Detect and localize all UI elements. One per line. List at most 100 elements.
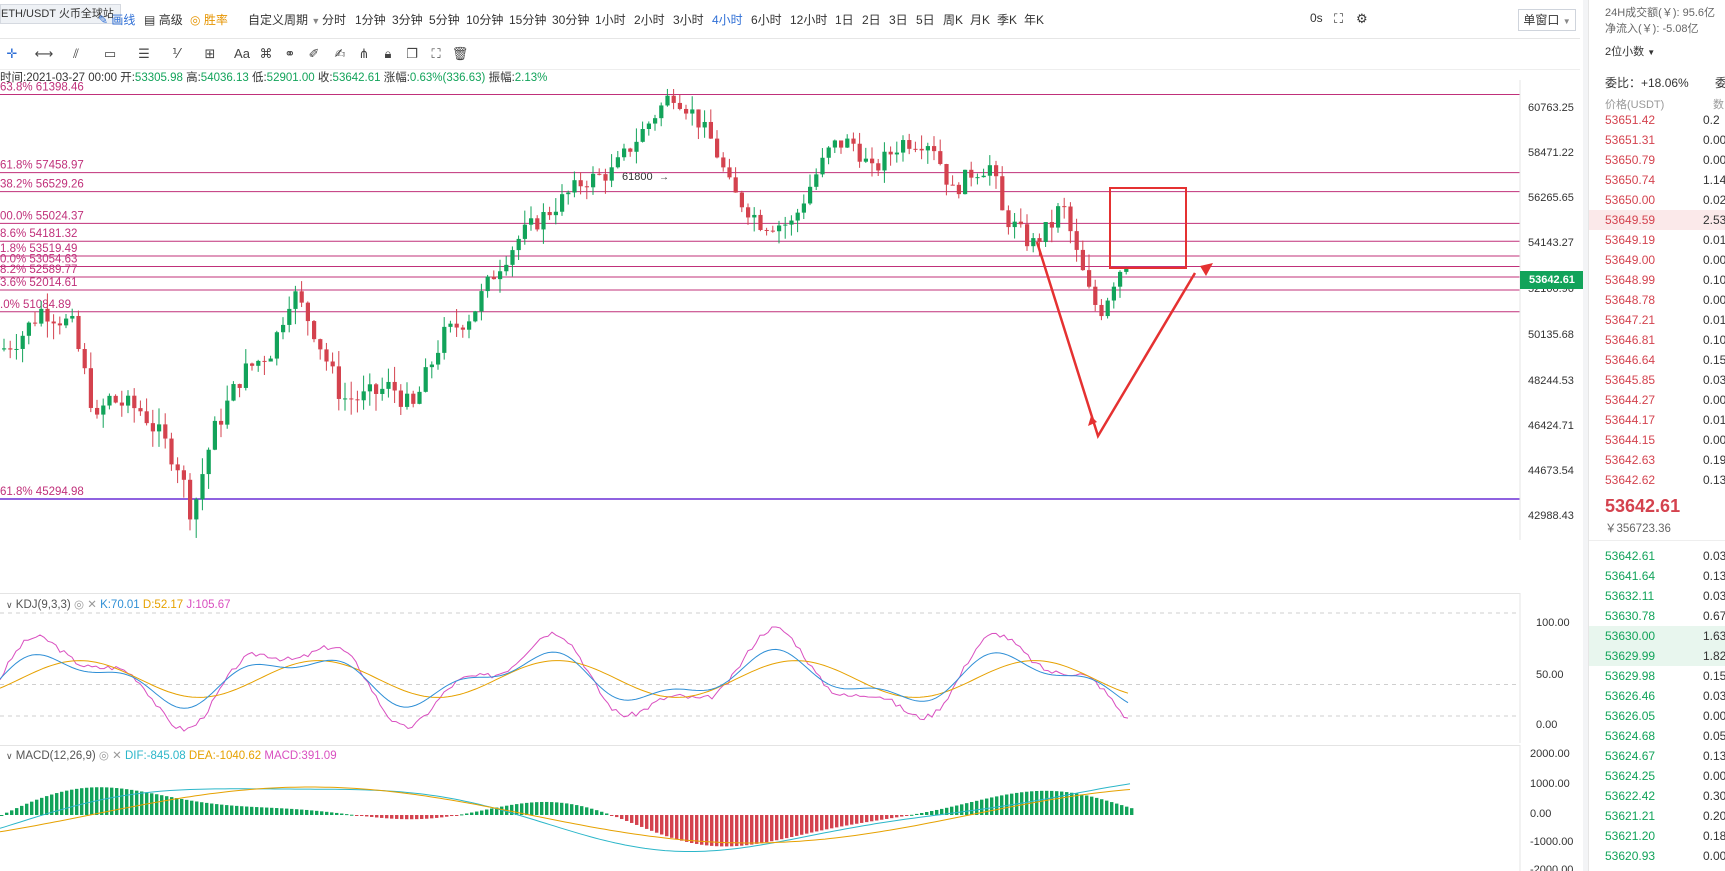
custom-period-dropdown[interactable]: 自定义周期 ▼ xyxy=(248,11,320,28)
price-chart[interactable]: 63.8% 61398.46 61.8% 57458.97 38.2% 56529.… xyxy=(0,80,1583,540)
period-tab[interactable]: 15分钟 xyxy=(509,13,547,27)
ask-row[interactable]: 53650.00 0.02 xyxy=(1589,190,1725,210)
fib-icon[interactable]: ⅟ xyxy=(172,46,180,61)
candle-body xyxy=(653,118,658,124)
bid-row[interactable]: 53624.25 0.00 xyxy=(1589,766,1725,786)
text-tool-icon[interactable]: Aa xyxy=(234,46,250,61)
period-tab[interactable]: 4小时 xyxy=(712,13,743,27)
bid-row[interactable]: 53641.64 0.13 xyxy=(1589,566,1725,586)
measure-icon[interactable]: ⊞ xyxy=(204,46,216,61)
candle-body xyxy=(944,164,949,185)
bid-row[interactable]: 53626.05 0.00 xyxy=(1589,706,1725,726)
rectangle-icon[interactable]: ▭ xyxy=(103,46,117,61)
parallel-channel-icon[interactable]: ☰ xyxy=(138,46,150,61)
user-drawings[interactable] xyxy=(1035,187,1213,440)
period-tab[interactable]: 5分钟 xyxy=(429,13,460,27)
macd-bar xyxy=(750,815,754,845)
period-tab[interactable]: 3日 xyxy=(889,13,908,27)
ask-row[interactable]: 53649.59 2.53 xyxy=(1589,210,1725,230)
magnet-icon[interactable]: ⋔ xyxy=(358,46,370,61)
screenshot-icon[interactable]: ⛶ xyxy=(431,46,441,61)
ask-row[interactable]: 53644.17 0.01 xyxy=(1589,410,1725,430)
ask-row[interactable]: 53644.27 0.00 xyxy=(1589,390,1725,410)
period-tab[interactable]: 1分钟 xyxy=(355,13,386,27)
bid-row[interactable]: 53620.93 0.00 xyxy=(1589,846,1725,866)
bid-row[interactable]: 53629.98 0.15 xyxy=(1589,666,1725,686)
period-tab[interactable]: 季K xyxy=(997,13,1018,27)
trash-icon[interactable]: 🗑︎ xyxy=(451,46,469,61)
window-mode-select[interactable]: 单窗口 ▼ xyxy=(1518,9,1576,31)
period-tab[interactable]: 6小时 xyxy=(751,13,782,27)
ask-row[interactable]: 53642.63 0.19 xyxy=(1589,450,1725,470)
eye-icon[interactable]: ◎ xyxy=(73,599,85,611)
decimals-select[interactable]: 2位小数 ▼ xyxy=(1605,43,1655,59)
ask-row[interactable]: 53650.74 1.14 xyxy=(1589,170,1725,190)
bid-row[interactable]: 53630.78 0.67 xyxy=(1589,606,1725,626)
bid-row[interactable]: 53621.21 0.20 xyxy=(1589,806,1725,826)
period-tab[interactable]: 周K xyxy=(943,13,964,27)
bid-row[interactable]: 53626.46 0.03 xyxy=(1589,686,1725,706)
drawn-v-line[interactable] xyxy=(1035,241,1197,440)
period-tab[interactable]: 2日 xyxy=(862,13,881,27)
bid-row[interactable]: 53642.61 0.03 xyxy=(1589,546,1725,566)
symbol-label[interactable]: ETH/USDT 火币全球站 xyxy=(0,4,121,24)
period-tab[interactable]: 10分钟 xyxy=(466,13,504,27)
bid-row[interactable]: 53632.11 0.03 xyxy=(1589,586,1725,606)
bid-row[interactable]: 53621.20 0.18 xyxy=(1589,826,1725,846)
eye-icon[interactable]: ◎ xyxy=(98,750,109,762)
ask-row[interactable]: 53646.81 0.10 xyxy=(1589,330,1725,350)
fullscreen-icon[interactable]: ⛶ xyxy=(1334,11,1344,26)
ask-row[interactable]: 53650.79 0.00 xyxy=(1589,150,1725,170)
ask-row[interactable]: 53642.62 0.13 xyxy=(1589,470,1725,490)
period-tab[interactable]: 1小时 xyxy=(595,13,626,27)
winrate-button[interactable]: ◎ 胜率 xyxy=(190,11,228,28)
period-tab[interactable]: 年K xyxy=(1024,13,1045,27)
close-icon[interactable]: ✕ xyxy=(87,599,97,611)
copy-icon[interactable]: ❐ xyxy=(406,46,418,61)
ask-row[interactable]: 53649.00 0.00 xyxy=(1589,250,1725,270)
collapse-icon[interactable]: ∨ xyxy=(6,751,13,761)
close-icon[interactable]: ✕ xyxy=(112,750,122,762)
link-icon[interactable]: ⚭ xyxy=(284,46,296,61)
fib-retracement[interactable]: 63.8% 61398.46 61.8% 57458.97 38.2% 56529.… xyxy=(0,82,1520,500)
ask-row[interactable]: 53644.15 0.00 xyxy=(1589,430,1725,450)
ask-row[interactable]: 53648.78 0.00 xyxy=(1589,290,1725,310)
advanced-button[interactable]: ▤ 高级 xyxy=(144,11,183,28)
lock-icon[interactable]: 🔒︎ xyxy=(384,46,392,61)
period-tab[interactable]: 3小时 xyxy=(673,13,704,27)
ask-row[interactable]: 53649.19 0.01 xyxy=(1589,230,1725,250)
bid-row[interactable]: 53629.99 1.82 xyxy=(1589,646,1725,666)
settings-icon[interactable]: ⚙ xyxy=(1356,11,1368,26)
collapse-icon[interactable]: ∨ xyxy=(6,600,13,610)
period-tab[interactable]: 月K xyxy=(970,13,991,27)
ask-row[interactable]: 53651.31 0.00 xyxy=(1589,130,1725,150)
macd-chart[interactable]: 2000.00 1000.00 0.00 -1000.00 -2000.00 xyxy=(0,745,1583,871)
period-tab[interactable]: 3分钟 xyxy=(392,13,423,27)
period-tab[interactable]: 1日 xyxy=(835,13,854,27)
draw-button[interactable]: ✎ 画线 xyxy=(98,11,135,28)
pattern-icon[interactable]: ⌘ xyxy=(259,46,273,61)
ask-row[interactable]: 53645.85 0.03 xyxy=(1589,370,1725,390)
bid-row[interactable]: 53624.68 0.05 xyxy=(1589,726,1725,746)
candle-body xyxy=(522,224,527,239)
ask-row[interactable]: 53646.64 0.15 xyxy=(1589,350,1725,370)
ruler-icon[interactable]: ✐ xyxy=(308,46,320,61)
ask-row[interactable]: 53651.42 0.2 xyxy=(1589,110,1725,130)
period-tab[interactable]: 30分钟 xyxy=(552,13,590,27)
period-tab[interactable]: 2小时 xyxy=(634,13,665,27)
ask-row[interactable]: 53648.99 0.10 xyxy=(1589,270,1725,290)
period-tab[interactable]: 分时 xyxy=(322,13,347,27)
panel-divider[interactable] xyxy=(1583,0,1588,871)
crosshair-icon[interactable]: ✛ xyxy=(6,46,18,61)
drawn-target-box[interactable] xyxy=(1109,187,1187,269)
bid-row[interactable]: 53624.67 0.13 xyxy=(1589,746,1725,766)
bid-row[interactable]: 53622.42 0.30 xyxy=(1589,786,1725,806)
brush-icon[interactable]: ✍ xyxy=(334,46,346,61)
kdj-chart[interactable]: 100.00 50.00 0.00 xyxy=(0,593,1583,743)
ask-row[interactable]: 53647.21 0.01 xyxy=(1589,310,1725,330)
bid-row[interactable]: 53630.00 1.63 xyxy=(1589,626,1725,646)
period-tab[interactable]: 5日 xyxy=(916,13,935,27)
horizontal-line-icon[interactable]: ⟷ xyxy=(34,46,54,61)
trend-line-icon[interactable]: ⫽ xyxy=(73,46,79,61)
period-tab[interactable]: 12小时 xyxy=(790,13,828,27)
